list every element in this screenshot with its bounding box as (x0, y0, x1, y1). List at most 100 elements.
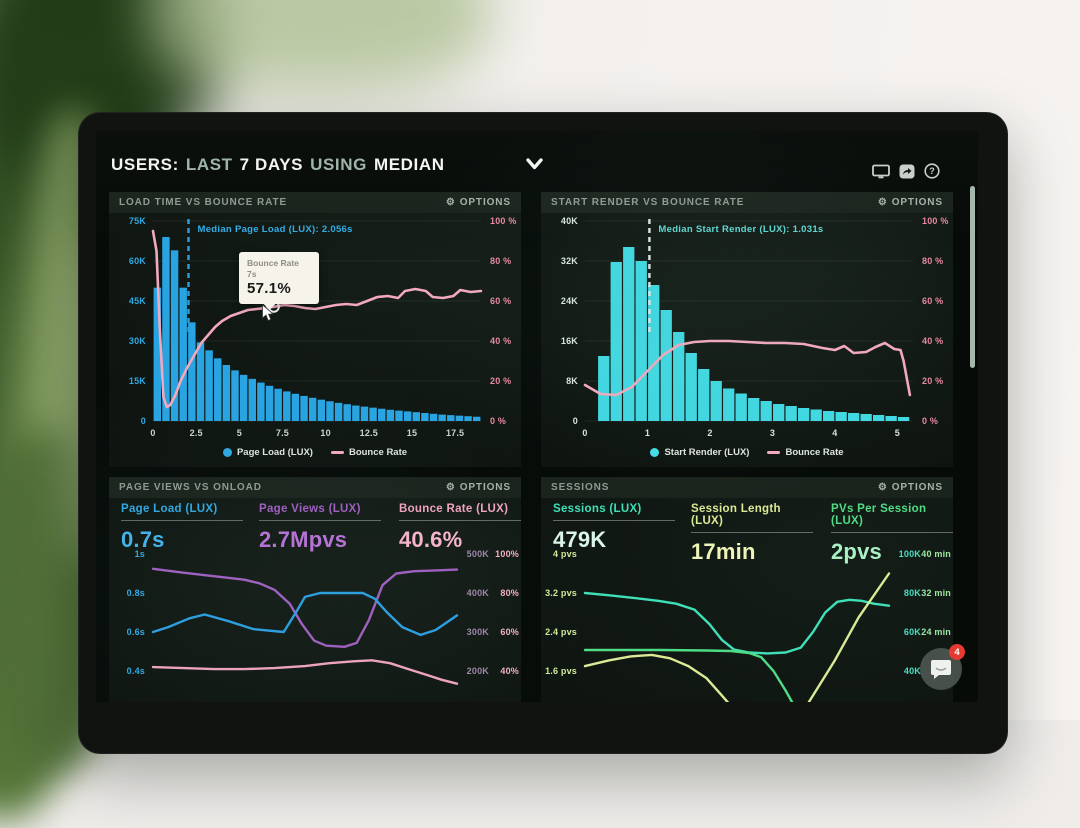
bar[interactable] (660, 310, 672, 421)
bar[interactable] (635, 261, 647, 421)
bar[interactable] (773, 404, 785, 421)
bar[interactable] (472, 416, 481, 421)
bar[interactable] (179, 287, 187, 421)
bar[interactable] (334, 402, 343, 421)
bar[interactable] (798, 408, 810, 421)
bar[interactable] (848, 413, 860, 421)
bar[interactable] (265, 385, 274, 421)
bar[interactable] (231, 370, 239, 421)
median-label: Median Start Render (LUX): 1.031s (658, 224, 823, 235)
bar[interactable] (369, 407, 377, 421)
y2-axis-label: 40 % (922, 336, 943, 346)
bar[interactable] (698, 369, 710, 421)
bar[interactable] (239, 374, 248, 421)
scrollbar[interactable] (970, 186, 975, 368)
options-button[interactable]: ⚙ OPTIONS (878, 197, 943, 208)
y2-axis-label: 80 % (490, 256, 511, 266)
mouse-cursor (262, 304, 274, 322)
help-icon[interactable]: ? (924, 163, 940, 184)
bar[interactable] (222, 365, 231, 421)
metric-value: 17min (691, 539, 756, 564)
bar[interactable] (300, 395, 308, 421)
bar[interactable] (860, 414, 872, 421)
bar[interactable] (723, 388, 735, 422)
bar[interactable] (648, 285, 660, 421)
metric-underline (553, 520, 675, 521)
bar[interactable] (412, 412, 420, 421)
bar[interactable] (326, 401, 334, 421)
bar[interactable] (317, 399, 326, 421)
bar[interactable] (598, 356, 610, 421)
bar[interactable] (308, 397, 317, 421)
bar[interactable] (685, 353, 697, 421)
y-axis-label: 3.2 pvs (545, 588, 577, 598)
y-axis-label: 16K (561, 336, 578, 346)
title-part: USERS: (111, 155, 179, 174)
bar[interactable] (343, 404, 351, 421)
bar[interactable] (810, 409, 822, 422)
bar[interactable] (735, 393, 747, 422)
bar[interactable] (455, 415, 464, 421)
page-views-chart[interactable]: 1s 0.8s 0.6s 0.4s 500K 400K 300K 200K 100% 80% 60%… (109, 547, 521, 702)
chat-button[interactable]: 4 (920, 644, 965, 690)
bar[interactable] (214, 358, 222, 421)
bar[interactable] (885, 416, 897, 421)
bar[interactable] (785, 406, 797, 421)
bar[interactable] (710, 381, 722, 421)
options-button[interactable]: ⚙ OPTIONS (446, 482, 511, 493)
bar[interactable] (378, 408, 386, 421)
bar[interactable] (360, 406, 369, 421)
bar[interactable] (673, 332, 685, 421)
bar[interactable] (823, 411, 835, 421)
bar[interactable] (623, 247, 635, 421)
bar[interactable] (274, 388, 282, 421)
laptop: USERS: LAST 7 DAYS USING MEDIAN ? LOAD TIME … (78, 112, 1008, 754)
bar[interactable] (748, 398, 760, 421)
y-axis-label: 60K (129, 256, 146, 266)
bar[interactable] (170, 250, 179, 421)
bar[interactable] (438, 414, 446, 421)
series-line (583, 591, 891, 655)
bar[interactable] (464, 416, 472, 421)
legend-item: Start Render (LUX) (650, 447, 749, 458)
bar[interactable] (835, 412, 847, 421)
bar[interactable] (897, 417, 910, 421)
y-axis-label: 1s (135, 549, 145, 559)
bar[interactable] (153, 287, 162, 421)
panel-load-time-vs-bounce-rate: LOAD TIME VS BOUNCE RATE ⚙ OPTIONS 75K 100… (109, 192, 521, 467)
y-axis-label: 24K (561, 296, 578, 306)
bar[interactable] (283, 391, 291, 421)
bar[interactable] (872, 415, 885, 421)
bar[interactable] (205, 350, 213, 421)
share-icon[interactable] (899, 164, 915, 184)
sessions-chart[interactable]: 4 pvs 3.2 pvs 2.4 pvs 1.6 pvs 100K 80K 60K 40K 4… (541, 547, 953, 702)
bar[interactable] (421, 413, 429, 421)
bar[interactable] (188, 322, 196, 421)
bar[interactable] (403, 411, 412, 421)
panel-page-views-vs-onload: PAGE VIEWS VS ONLOAD ⚙ OPTIONS Page Load … (109, 477, 521, 702)
display-icon[interactable] (872, 164, 890, 184)
options-button[interactable]: ⚙ OPTIONS (446, 197, 511, 208)
bar[interactable] (610, 262, 622, 421)
bar[interactable] (395, 410, 403, 421)
bar[interactable] (429, 413, 438, 421)
header-icons: ? (872, 163, 940, 184)
metric: Page Load (LUX) 0.7s (121, 503, 243, 553)
bar[interactable] (760, 401, 772, 421)
load-time-chart[interactable]: 75K 100 % 60K 80 % 45K 60 % 30K 40 % 15K 20 % 0 0 %… (109, 213, 521, 445)
metric-underline (259, 520, 381, 521)
bar[interactable] (386, 409, 395, 421)
bar[interactable] (447, 415, 455, 421)
bar[interactable] (196, 342, 205, 421)
bar[interactable] (162, 237, 170, 421)
bar[interactable] (257, 382, 265, 421)
chevron-down-icon[interactable] (526, 158, 543, 170)
bar[interactable] (248, 378, 256, 421)
y2-axis-label: 60 % (922, 296, 943, 306)
options-button[interactable]: ⚙ OPTIONS (878, 482, 943, 493)
y2-axis-label: 100 % (922, 216, 949, 226)
bar[interactable] (291, 393, 300, 421)
bar[interactable] (352, 405, 360, 421)
start-render-chart[interactable]: 40K 100 % 32K 80 % 24K 60 % 16K 40 % 8K 20 % 0 0 % 0… (541, 213, 953, 445)
panel-header: PAGE VIEWS VS ONLOAD ⚙ OPTIONS (109, 477, 521, 498)
